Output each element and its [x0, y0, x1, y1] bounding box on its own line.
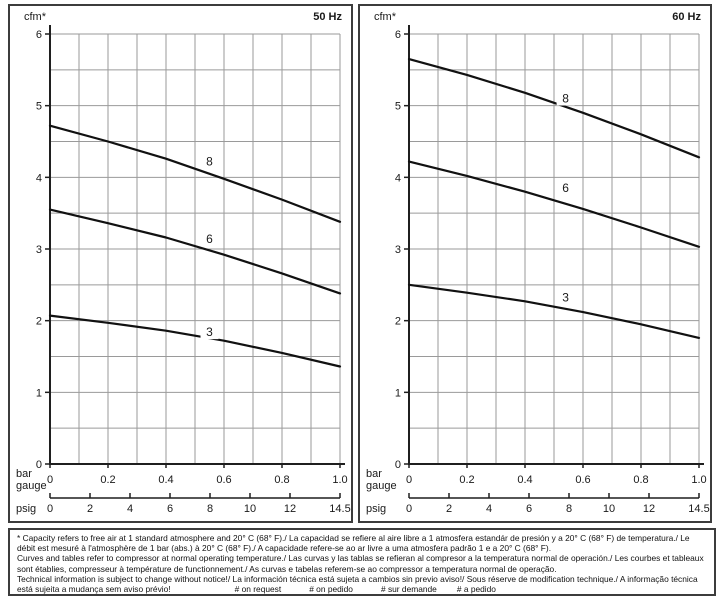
footnote-line: * Capacity refers to free air at 1 stand…	[17, 533, 690, 543]
footnote-line: Technical information is subject to chan…	[17, 573, 698, 584]
psig-tick-label: 8	[207, 503, 213, 515]
psig-tick-label: 6	[167, 503, 173, 515]
curve-3	[407, 283, 701, 339]
y-tick-label: 5	[36, 101, 42, 113]
y-axis-unit-label: cfm*	[24, 11, 46, 23]
curve-label-bg	[200, 230, 219, 246]
y-tick-label: 2	[36, 316, 42, 328]
curve-label: 3	[206, 325, 213, 339]
psig-tick-label: 0	[47, 503, 53, 515]
psig-tick-label: 4	[486, 503, 492, 515]
x-tick-label: 0.2	[100, 474, 115, 486]
chart-panel-60hz: 0 1 2 3 4 5 6 0 0.2 0.4 0.6 0.8 1.0 0 2 4 6 8 10 12 14.5 8 6 3 …	[358, 4, 712, 523]
x-axis-label-gauge: gauge	[16, 479, 47, 492]
footnote-line: débit est mesuré à l'atmosphère de 1 bar…	[17, 543, 552, 554]
psig-tick-label: 14.5	[688, 503, 709, 515]
curve-label: 6	[206, 232, 213, 246]
curve-label-bg	[556, 180, 575, 196]
curve-8	[48, 124, 342, 223]
psig-tick-label: 8	[566, 503, 572, 515]
x-tick-label: 0.4	[158, 474, 173, 486]
y-tick-label: 4	[36, 172, 42, 184]
x-tick-label: 0.8	[274, 474, 289, 486]
psig-tick-label: 2	[446, 503, 452, 515]
x-tick-label: 0.6	[575, 474, 590, 486]
footnote-line: sont établies, compresseur à température…	[17, 563, 557, 574]
chart-title-frequency: 50 Hz	[313, 11, 342, 23]
y-tick-label: 0	[36, 459, 42, 471]
curve-label-bg	[556, 90, 575, 106]
footnote-request-item: # sur demande	[380, 584, 437, 595]
y-tick-label: 2	[395, 316, 401, 328]
x-tick-label: 0	[47, 474, 53, 486]
footnote-request-item: # on request	[234, 584, 282, 595]
footnote-line-last: está sujeita a mudança sem aviso prévio!…	[17, 584, 707, 594]
x-tick-label: 1.0	[332, 474, 347, 486]
psig-tick-label: 10	[244, 503, 256, 515]
footnote-request-item: # on pedido	[309, 584, 353, 595]
x-tick-label: 0.2	[459, 474, 474, 486]
curve-label: 8	[206, 155, 213, 169]
curve-label: 8	[562, 92, 569, 106]
y-tick-label: 3	[36, 244, 42, 256]
curve-8	[407, 58, 701, 159]
y-tick-label: 1	[395, 387, 401, 399]
psig-tick-label: 14.5	[329, 503, 350, 515]
x-axis-label-bar: bar	[366, 468, 382, 480]
psig-tick-label: 6	[526, 503, 532, 515]
x-axis-label-bar-gauge: bar gauge	[366, 468, 397, 492]
psig-tick-label: 4	[127, 503, 133, 515]
footnote-request-item: # a pedido	[456, 584, 496, 595]
x-tick-label: 0.6	[216, 474, 231, 486]
y-tick-label: 5	[395, 101, 401, 113]
y-tick-label: 6	[395, 29, 401, 41]
footnote-line-last-text: está sujeita a mudança sem aviso prévio!	[17, 584, 171, 595]
x-tick-label: 0.8	[633, 474, 648, 486]
curve-label: 6	[562, 181, 569, 195]
curve-6	[407, 160, 701, 248]
curve-label-bg	[200, 324, 219, 340]
footnote-box: * Capacity refers to free air at 1 stand…	[8, 528, 716, 596]
x-axis-label-psig: psig	[16, 503, 37, 515]
y-axis-unit-label: cfm*	[374, 11, 396, 23]
psig-tick-label: 10	[603, 503, 615, 515]
curve-6	[48, 208, 342, 295]
y-tick-label: 0	[395, 459, 401, 471]
x-axis-label-gauge: gauge	[366, 479, 397, 492]
x-tick-label: 0.4	[517, 474, 532, 486]
curve-label-bg	[200, 153, 219, 169]
psig-tick-label: 12	[284, 503, 296, 515]
y-tick-label: 6	[36, 29, 42, 41]
y-tick-label: 1	[36, 387, 42, 399]
footnote-line: Curves and tables refer to compressor at…	[17, 553, 704, 564]
chart-panel-50hz: 0 1 2 3 4 5 6 0 0.2 0.4 0.6 0.8 1.0 0 2 4 6 8 10 12 14.5 8 6 3 …	[8, 4, 353, 523]
curve-label: 3	[562, 291, 569, 305]
curve-label-bg	[556, 289, 575, 305]
psig-tick-label: 2	[87, 503, 93, 515]
x-tick-label: 0	[406, 474, 412, 486]
x-axis-label-bar: bar	[16, 468, 32, 480]
x-axis-label-psig: psig	[366, 503, 387, 515]
chart-title-frequency: 60 Hz	[672, 11, 701, 23]
x-axis-label-bar-gauge: bar gauge	[16, 468, 47, 492]
psig-tick-label: 12	[643, 503, 655, 515]
psig-tick-label: 0	[406, 503, 412, 515]
y-tick-label: 3	[395, 244, 401, 256]
curve-3	[48, 314, 342, 368]
y-tick-label: 4	[395, 172, 401, 184]
x-tick-label: 1.0	[691, 474, 706, 486]
